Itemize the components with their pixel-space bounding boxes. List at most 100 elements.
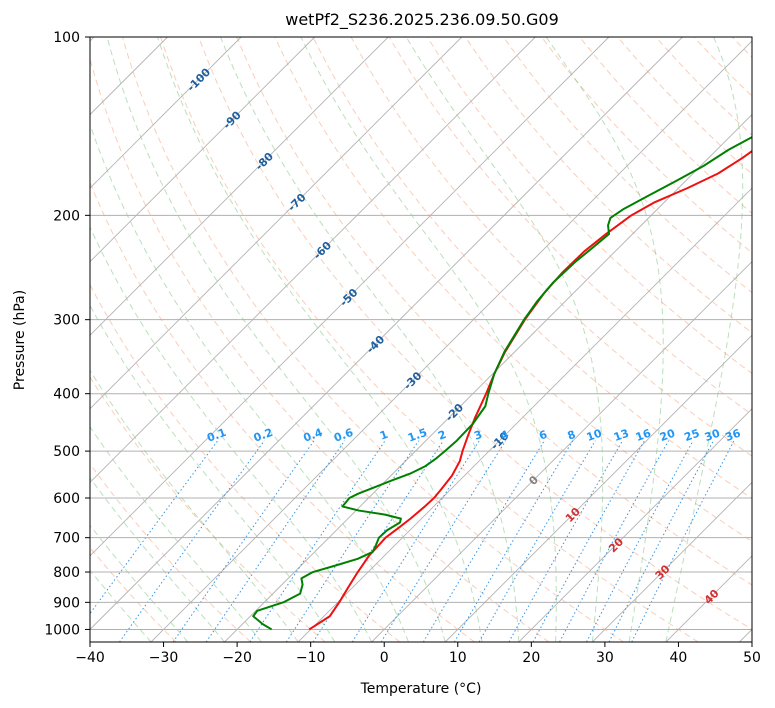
- y-axis-ticks: 100 200 300 400 500 600 700 800 900 1000: [44, 30, 90, 638]
- dry-adiabat-line: [350, 37, 752, 457]
- isotherm-line: [90, 37, 389, 336]
- isotherm-line: [90, 37, 315, 263]
- x-axis-ticks: −40 −30 −20 −10 0 10 20 30 40 50: [75, 642, 761, 666]
- mixing-ratio-line: [380, 440, 507, 642]
- moist-adiabat-line: [300, 37, 557, 642]
- mixing-ratio-label: 1.5: [406, 426, 429, 445]
- isotherm-line: [592, 481, 752, 642]
- x-tick-label: 20: [522, 650, 540, 666]
- isotherm-line: [90, 37, 242, 189]
- isotherm-label: -60: [311, 239, 334, 262]
- data-series: [252, 136, 752, 631]
- isotherm-line: [665, 555, 752, 642]
- x-tick-label: 30: [596, 650, 614, 666]
- x-tick-label: −30: [149, 650, 179, 666]
- moist-adiabat-line: [106, 37, 446, 642]
- y-tick-label: 100: [53, 30, 80, 46]
- moist-adiabat-line: [90, 524, 189, 642]
- mixing-ratio-label: 25: [683, 427, 702, 444]
- dry-adiabat-line: [90, 57, 550, 642]
- pressure-gridlines: [90, 36, 752, 630]
- mixing-ratio-line: [422, 440, 545, 642]
- isotherm-line: [297, 187, 752, 642]
- moist-adiabat-line: [90, 304, 336, 642]
- mixing-ratio-line: [453, 440, 574, 642]
- moist-adiabat-line: [405, 37, 604, 642]
- y-tick-label: 500: [53, 444, 80, 460]
- dry-adiabat-line: [579, 37, 752, 214]
- mixing-ratio-label: 0.2: [252, 426, 275, 445]
- isotherm-line: [90, 37, 610, 557]
- isotherm-label: -30: [401, 369, 424, 392]
- y-tick-label: 700: [53, 531, 80, 547]
- y-axis-label: Pressure (hPa): [12, 290, 28, 390]
- y-tick-label: 200: [53, 208, 80, 224]
- mixing-ratio-line: [205, 440, 346, 642]
- mixing-ratio-line: [285, 440, 420, 642]
- isotherm-label: 40: [702, 587, 722, 607]
- isotherm-label: -50: [337, 286, 360, 309]
- y-tick-label: 1000: [44, 622, 80, 638]
- mixing-ratio-line: [586, 440, 694, 642]
- mixing-ratio-label: 20: [658, 426, 677, 444]
- x-tick-label: −20: [222, 650, 252, 666]
- dry-adiabat-line: [121, 37, 624, 642]
- dry-adiabat-line: [236, 37, 752, 586]
- y-tick-label: 600: [53, 491, 80, 507]
- isotherm-label: 10: [563, 505, 583, 525]
- mixing-ratio-label: 2: [436, 428, 448, 443]
- y-tick-label: 800: [53, 565, 80, 581]
- dry-adiabat-line: [503, 37, 752, 294]
- moist-adiabat-line: [90, 477, 225, 642]
- x-tick-label: 50: [743, 650, 761, 666]
- mixing-ratio-label: 1: [378, 428, 390, 443]
- mixing-ratio-label: 30: [703, 426, 722, 444]
- isotherm-label: -90: [221, 108, 244, 131]
- mixing-ratio-label: 4: [499, 428, 511, 443]
- mixing-ratio-label: 10: [585, 426, 604, 444]
- x-tick-label: −10: [296, 650, 326, 666]
- mixing-ratio-line: [119, 440, 265, 642]
- mixing-ratio-line: [631, 440, 735, 642]
- mixing-ratio-line: [249, 440, 386, 642]
- temperature-line: [308, 149, 752, 631]
- mixing-ratio-label: 13: [612, 427, 631, 444]
- background-lines: [90, 37, 775, 642]
- moist-adiabat-line: [545, 37, 664, 642]
- dewpoint-line: [252, 136, 752, 631]
- mixing-ratio-label: 36: [724, 426, 743, 444]
- isotherm-label: -20: [443, 401, 466, 424]
- mixing-ratio-label: 0.1: [205, 426, 228, 445]
- mixing-ratio-label: 0.6: [332, 426, 355, 445]
- isotherm-label: 30: [653, 562, 673, 582]
- isotherm-line: [224, 113, 752, 642]
- mixing-ratio-label: 3: [472, 428, 484, 443]
- isotherm-line: [150, 40, 752, 642]
- isotherm-line: [444, 334, 752, 642]
- dry-adiabat-line: [693, 37, 752, 97]
- moist-adiabat-line: [90, 123, 409, 642]
- isotherm-label: -100: [185, 65, 214, 94]
- mixing-ratio-line: [90, 440, 219, 615]
- dry-adiabat-line: [90, 376, 326, 642]
- dry-adiabat-line: [312, 37, 752, 500]
- isotherm-line: [90, 37, 536, 483]
- dry-adiabat-line: [198, 37, 752, 631]
- isotherm-line: [90, 37, 683, 631]
- x-tick-label: −40: [75, 650, 105, 666]
- dry-adiabat-line: [617, 37, 752, 175]
- plot-frame: [89, 36, 753, 643]
- moist-adiabat-line: [90, 426, 262, 642]
- dry-adiabat-line: [770, 37, 775, 642]
- mixing-ratio-line: [608, 440, 714, 642]
- moist-adiabat-line: [220, 37, 520, 642]
- y-tick-label: 400: [53, 387, 80, 403]
- moist-adiabat-line: [665, 37, 744, 642]
- x-tick-label: 40: [670, 650, 688, 666]
- chart-title: wetPf2_S236.2025.236.09.50.G09: [285, 10, 559, 30]
- isotherm-line: [518, 408, 752, 642]
- x-axis-label: Temperature (°C): [360, 681, 482, 697]
- y-tick-label: 900: [53, 595, 80, 611]
- isotherm-line: [371, 261, 752, 642]
